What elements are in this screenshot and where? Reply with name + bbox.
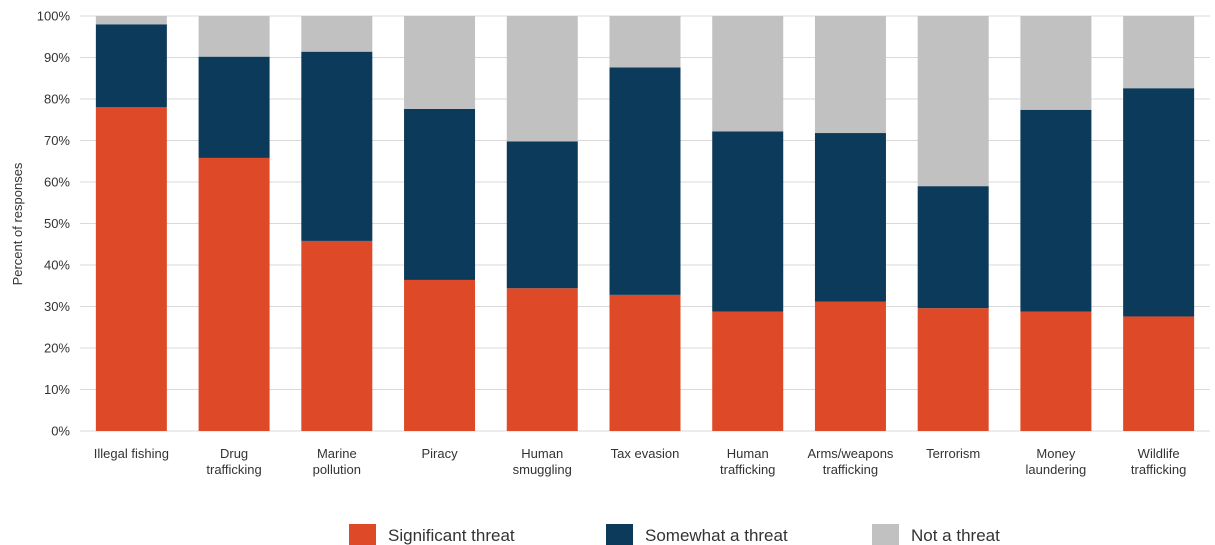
x-category-label-line: Tax evasion (611, 446, 680, 461)
x-category-label: Wildlife trafficking (1131, 446, 1186, 477)
bar-segment-not (712, 16, 784, 132)
y-tick-label: 0% (51, 424, 70, 439)
y-tick-label: 50% (44, 216, 70, 231)
x-category-label-line: Drug (220, 446, 248, 461)
bar-segment-somewhat (506, 141, 578, 289)
x-category-label: Human trafficking (720, 446, 775, 477)
y-axis-title: Percent of responses (10, 162, 25, 285)
bar-segment-significant (198, 157, 270, 431)
legend-label: Somewhat a threat (645, 526, 788, 545)
x-category-label-line: Marine (317, 446, 357, 461)
x-category-label-line: Piracy (421, 446, 458, 461)
bar-segment-not (814, 16, 886, 134)
y-tick-label: 100% (37, 9, 71, 24)
bar-segment-not (404, 16, 476, 109)
bar-segment-significant (95, 107, 167, 432)
x-category-label-line: trafficking (720, 462, 775, 477)
bar-segment-somewhat (1020, 109, 1092, 312)
bar-segment-somewhat (404, 108, 476, 280)
bar-segment-somewhat (917, 186, 989, 309)
x-category-label: Terrorism (926, 446, 980, 461)
x-category-label-line: smuggling (513, 462, 572, 477)
bar-segment-significant (506, 288, 578, 431)
x-category-label: Marine pollution (313, 446, 361, 477)
bar-segment-somewhat (712, 131, 784, 312)
x-category-label-line: pollution (313, 462, 361, 477)
legend-label: Not a threat (911, 526, 1000, 545)
y-tick-label: 80% (44, 92, 70, 107)
bar-segment-not (198, 16, 270, 57)
x-category-label: Illegal fishing (94, 446, 169, 461)
bar-segment-somewhat (95, 24, 167, 108)
x-category-label-line: Terrorism (926, 446, 980, 461)
bar-segment-significant (301, 240, 373, 431)
bar-segment-significant (712, 311, 784, 431)
x-category-label: Tax evasion (611, 446, 680, 461)
bar-segment-somewhat (301, 51, 373, 241)
y-tick-label: 30% (44, 299, 70, 314)
bars (95, 16, 1195, 432)
y-tick-label: 70% (44, 133, 70, 148)
x-category-label: Human smuggling (513, 446, 572, 477)
bar-segment-somewhat (609, 67, 681, 295)
bar-segment-not (917, 16, 989, 187)
x-category-label: Money laundering (1026, 446, 1087, 477)
x-category-label-line: trafficking (206, 462, 261, 477)
x-category-label-line: Money (1036, 446, 1076, 461)
bar-segment-not (1020, 16, 1092, 110)
legend: Significant threat Somewhat a threat Not a… (349, 524, 1000, 545)
legend-swatch-not (872, 524, 899, 545)
x-category-label: Piracy (421, 446, 458, 461)
legend-swatch-somewhat (606, 524, 633, 545)
bar-segment-significant (917, 308, 989, 431)
bar-segment-significant (1020, 311, 1092, 431)
x-category-label-line: Wildlife (1138, 446, 1180, 461)
x-category-label-line: Arms/weapons (807, 446, 893, 461)
bar-segment-not (301, 16, 373, 52)
x-category-label-line: Illegal fishing (94, 446, 169, 461)
x-category-label-line: laundering (1026, 462, 1087, 477)
bar-segment-significant (1123, 316, 1195, 431)
bar-segment-significant (814, 301, 886, 431)
bar-segment-somewhat (1123, 88, 1195, 317)
x-category-label-line: Human (521, 446, 563, 461)
y-tick-label: 20% (44, 341, 70, 356)
bar-segment-significant (609, 294, 681, 431)
y-tick-label: 90% (44, 50, 70, 65)
legend-swatch-significant (349, 524, 376, 545)
x-category-label-line: Human (727, 446, 769, 461)
y-axis-ticks: 0% 10% 20% 30% 40% 50% 60% 70% 80% 90% 100% (37, 9, 71, 439)
bar-segment-somewhat (198, 56, 270, 158)
y-tick-label: 10% (44, 382, 70, 397)
y-tick-label: 40% (44, 258, 70, 273)
bar-segment-somewhat (814, 133, 886, 302)
y-tick-label: 60% (44, 175, 70, 190)
legend-label: Significant threat (388, 526, 515, 545)
bar-segment-not (506, 16, 578, 142)
x-category-label: Drug trafficking (206, 446, 261, 477)
x-category-label-line: trafficking (1131, 462, 1186, 477)
bar-segment-not (1123, 16, 1195, 89)
bar-segment-significant (404, 279, 476, 431)
bar-segment-not (609, 16, 681, 68)
bar-segment-not (95, 16, 167, 25)
x-category-label: Arms/weapons trafficking (807, 446, 893, 477)
x-category-label-line: trafficking (823, 462, 878, 477)
